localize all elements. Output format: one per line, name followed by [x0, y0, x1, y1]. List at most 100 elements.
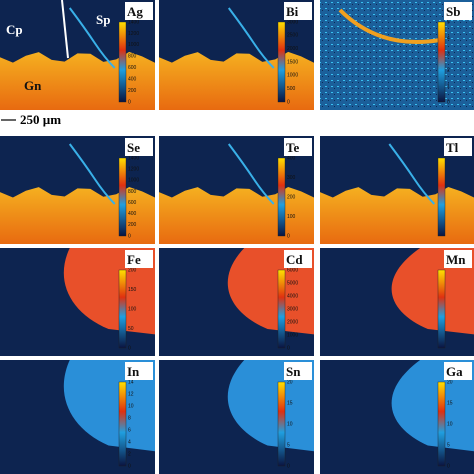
colorbar-tick: 10	[287, 421, 293, 427]
colorbar-tick: 400	[128, 76, 137, 82]
colorbar-tick: 4	[128, 439, 131, 445]
scale-label: 250 µm	[20, 112, 61, 127]
colorbar-tick: 200	[287, 194, 296, 200]
colorbar-tick: 100	[128, 306, 137, 312]
element-label: Se	[127, 140, 140, 155]
colorbar-tick: 0	[287, 99, 290, 105]
colorbar-tick: 8	[128, 415, 131, 421]
label-box	[125, 250, 153, 268]
colorbar-tick: 1400	[128, 155, 139, 161]
colorbar-tick: 15	[287, 400, 293, 406]
colorbar-tick: 15	[447, 400, 453, 406]
colorbar-tick: 800	[128, 189, 137, 195]
galena-zone	[159, 51, 314, 110]
colorbar-tick: 1400	[128, 19, 139, 25]
label-box	[125, 362, 153, 380]
colorbar-tick: 600	[128, 65, 137, 71]
colorbar-tick: 10	[447, 421, 453, 427]
sphalerite-zone	[227, 248, 314, 335]
colorbar-tick: 2000	[287, 319, 298, 325]
colorbar-tick: 20	[287, 379, 293, 385]
vein	[388, 143, 436, 205]
colorbar-tick: 1000	[128, 42, 139, 48]
vein	[338, 8, 441, 44]
colorbar-tick: 50	[128, 326, 134, 332]
colorbar-tick: 1000	[287, 73, 298, 79]
colorbar	[277, 157, 286, 237]
colorbar-tick: 0	[287, 233, 290, 239]
label-box	[125, 138, 153, 156]
colorbar-tick: 0	[447, 99, 450, 105]
mineral-label: Sp	[96, 12, 110, 27]
mineral-label: Cp	[6, 22, 23, 37]
vein	[227, 143, 275, 205]
colorbar-tick: 0	[128, 345, 131, 351]
colorbar-tick: 1500	[287, 59, 298, 65]
galena-zone	[320, 186, 474, 244]
colorbar-tick: 600	[128, 200, 137, 206]
colorbar	[437, 21, 446, 103]
colorbar-tick: 1200	[128, 166, 139, 172]
colorbar-tick: 5	[287, 442, 290, 448]
mineral-label: Gn	[24, 78, 42, 93]
label-box	[444, 362, 472, 380]
colorbar	[277, 269, 286, 349]
colorbar-tick: 0	[128, 233, 131, 239]
colorbar-tick: 14	[128, 379, 134, 385]
colorbar-tick: 6000	[287, 267, 298, 273]
colorbar-tick: 4	[447, 35, 450, 41]
element-label: Bi	[286, 4, 299, 19]
colorbar	[437, 381, 446, 467]
element-label: Tl	[446, 140, 459, 155]
sphalerite-zone	[63, 360, 155, 452]
element-label: In	[127, 364, 140, 379]
colorbar-tick: 1000	[287, 332, 298, 338]
galena-zone	[0, 186, 155, 244]
label-box	[284, 2, 312, 20]
sphalerite-zone	[227, 360, 314, 452]
sphalerite-zone	[391, 248, 474, 335]
colorbar-tick: 400	[128, 211, 137, 217]
element-label: Te	[286, 140, 299, 155]
colorbar-tick: 3000	[287, 19, 298, 25]
galena-zone	[0, 51, 155, 110]
colorbar-tick: 2000	[287, 46, 298, 52]
section-line	[61, 0, 69, 59]
vein	[68, 7, 116, 69]
colorbar-tick: 150	[128, 287, 137, 293]
label-box	[444, 138, 472, 156]
colorbar-tick: 1000	[128, 178, 139, 184]
element-label: Sb	[446, 4, 460, 19]
colorbar-tick: 0	[128, 99, 131, 105]
colorbar-tick: 2	[447, 67, 450, 73]
colorbar-tick: 100	[287, 214, 296, 220]
colorbar-tick: 300	[287, 175, 296, 181]
colorbar	[437, 157, 446, 237]
sphalerite-zone	[63, 248, 155, 335]
colorbar-tick: 0	[287, 345, 290, 351]
element-label: Ag	[127, 4, 143, 19]
colorbar	[118, 157, 127, 237]
colorbar-tick: 400	[287, 155, 296, 161]
colorbar-tick: 2500	[287, 33, 298, 39]
colorbar-tick: 12	[128, 391, 134, 397]
colorbar-tick: 3000	[287, 306, 298, 312]
label-box	[284, 362, 312, 380]
colorbar-tick: 1200	[128, 31, 139, 37]
colorbar-tick: 4000	[287, 293, 298, 299]
colorbar-tick: 200	[128, 222, 137, 228]
sphalerite-zone	[391, 360, 474, 452]
element-label: Fe	[127, 252, 141, 267]
colorbar-tick: 6	[128, 427, 131, 433]
element-label: Cd	[286, 252, 303, 267]
element-label: Ga	[446, 364, 463, 379]
label-box	[444, 2, 472, 20]
colorbar-tick: 5000	[287, 280, 298, 286]
colorbar-tick: 200	[128, 88, 137, 94]
colorbar-tick: 800	[128, 54, 137, 60]
label-box	[125, 2, 153, 20]
colorbar	[437, 269, 446, 349]
colorbar-tick: 5	[447, 19, 450, 25]
colorbar-tick: 0	[128, 463, 131, 469]
